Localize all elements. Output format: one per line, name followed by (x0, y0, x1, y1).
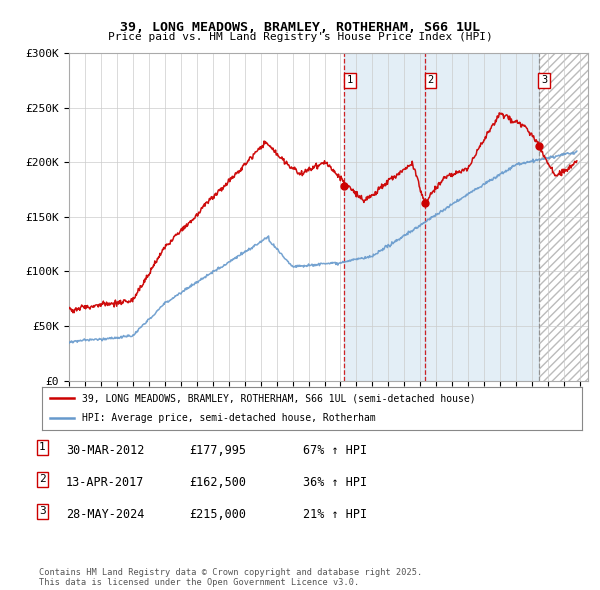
Text: Price paid vs. HM Land Registry's House Price Index (HPI): Price paid vs. HM Land Registry's House … (107, 32, 493, 42)
Text: 3: 3 (39, 506, 46, 516)
Bar (425, 53, 539, 381)
Text: 2: 2 (427, 76, 433, 86)
Text: 67% ↑ HPI: 67% ↑ HPI (303, 444, 367, 457)
Text: £177,995: £177,995 (189, 444, 246, 457)
Text: 36% ↑ HPI: 36% ↑ HPI (303, 476, 367, 489)
Text: 1: 1 (39, 442, 46, 453)
Bar (539, 53, 588, 381)
Text: 2: 2 (39, 474, 46, 484)
Text: £162,500: £162,500 (189, 476, 246, 489)
Text: 39, LONG MEADOWS, BRAMLEY, ROTHERHAM, S66 1UL (semi-detached house): 39, LONG MEADOWS, BRAMLEY, ROTHERHAM, S6… (83, 393, 476, 403)
Text: 28-MAY-2024: 28-MAY-2024 (66, 508, 145, 521)
Text: 1: 1 (347, 76, 353, 86)
Text: 21% ↑ HPI: 21% ↑ HPI (303, 508, 367, 521)
Text: 3: 3 (541, 76, 547, 86)
Text: 13-APR-2017: 13-APR-2017 (66, 476, 145, 489)
Text: HPI: Average price, semi-detached house, Rotherham: HPI: Average price, semi-detached house,… (83, 414, 376, 424)
Bar (539, 53, 588, 381)
Bar (344, 53, 425, 381)
Text: 39, LONG MEADOWS, BRAMLEY, ROTHERHAM, S66 1UL: 39, LONG MEADOWS, BRAMLEY, ROTHERHAM, S6… (120, 21, 480, 34)
Text: Contains HM Land Registry data © Crown copyright and database right 2025.
This d: Contains HM Land Registry data © Crown c… (39, 568, 422, 587)
Text: 30-MAR-2012: 30-MAR-2012 (66, 444, 145, 457)
Bar (539, 53, 588, 381)
Text: £215,000: £215,000 (189, 508, 246, 521)
